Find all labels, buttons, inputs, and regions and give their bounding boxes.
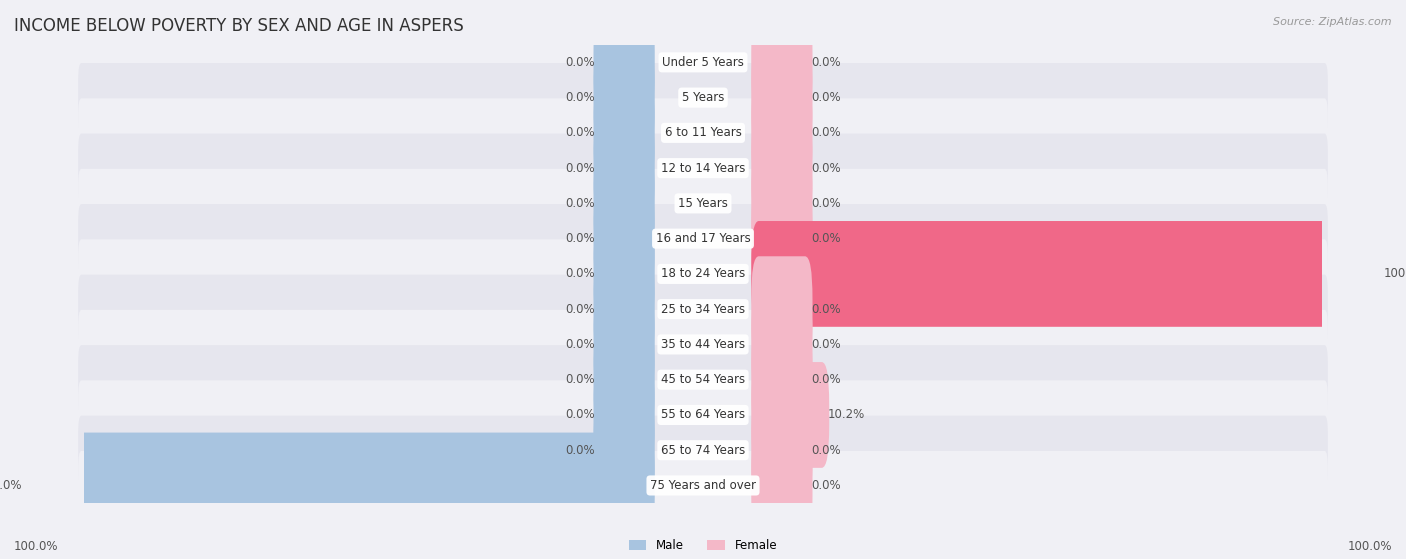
FancyBboxPatch shape: [751, 256, 813, 362]
Text: Source: ZipAtlas.com: Source: ZipAtlas.com: [1274, 17, 1392, 27]
FancyBboxPatch shape: [79, 345, 1327, 414]
Text: 0.0%: 0.0%: [811, 56, 841, 69]
Text: 16 and 17 Years: 16 and 17 Years: [655, 232, 751, 245]
Text: 0.0%: 0.0%: [565, 267, 595, 281]
Text: INCOME BELOW POVERTY BY SEX AND AGE IN ASPERS: INCOME BELOW POVERTY BY SEX AND AGE IN A…: [14, 17, 464, 35]
FancyBboxPatch shape: [593, 327, 655, 433]
FancyBboxPatch shape: [79, 98, 1327, 168]
FancyBboxPatch shape: [593, 292, 655, 397]
Text: 0.0%: 0.0%: [565, 126, 595, 139]
Text: 0.0%: 0.0%: [811, 338, 841, 351]
FancyBboxPatch shape: [79, 63, 1327, 132]
Text: 18 to 24 Years: 18 to 24 Years: [661, 267, 745, 281]
Text: 0.0%: 0.0%: [811, 91, 841, 104]
Text: 0.0%: 0.0%: [811, 162, 841, 174]
Text: 45 to 54 Years: 45 to 54 Years: [661, 373, 745, 386]
Text: 100.0%: 100.0%: [1347, 541, 1392, 553]
Text: 0.0%: 0.0%: [565, 409, 595, 421]
Text: 0.0%: 0.0%: [565, 91, 595, 104]
FancyBboxPatch shape: [79, 239, 1327, 309]
FancyBboxPatch shape: [593, 221, 655, 327]
Text: 100.0%: 100.0%: [14, 541, 59, 553]
FancyBboxPatch shape: [593, 186, 655, 292]
FancyBboxPatch shape: [79, 451, 1327, 520]
Text: 10.2%: 10.2%: [828, 409, 865, 421]
Text: 15 Years: 15 Years: [678, 197, 728, 210]
FancyBboxPatch shape: [751, 186, 813, 292]
Text: 0.0%: 0.0%: [811, 197, 841, 210]
Text: 0.0%: 0.0%: [565, 444, 595, 457]
Text: Under 5 Years: Under 5 Years: [662, 56, 744, 69]
FancyBboxPatch shape: [751, 362, 830, 468]
Text: 0.0%: 0.0%: [565, 338, 595, 351]
Text: 0.0%: 0.0%: [811, 302, 841, 316]
FancyBboxPatch shape: [79, 274, 1327, 344]
FancyBboxPatch shape: [79, 204, 1327, 273]
Text: 0.0%: 0.0%: [565, 232, 595, 245]
FancyBboxPatch shape: [751, 327, 813, 433]
Text: 100.0%: 100.0%: [0, 479, 22, 492]
FancyBboxPatch shape: [751, 221, 1385, 327]
Text: 75 Years and over: 75 Years and over: [650, 479, 756, 492]
Text: 0.0%: 0.0%: [811, 126, 841, 139]
FancyBboxPatch shape: [751, 433, 813, 538]
Text: 55 to 64 Years: 55 to 64 Years: [661, 409, 745, 421]
Text: 100.0%: 100.0%: [1384, 267, 1406, 281]
FancyBboxPatch shape: [79, 28, 1327, 97]
Legend: Male, Female: Male, Female: [624, 534, 782, 557]
Text: 35 to 44 Years: 35 to 44 Years: [661, 338, 745, 351]
FancyBboxPatch shape: [79, 169, 1327, 238]
FancyBboxPatch shape: [593, 10, 655, 115]
Text: 65 to 74 Years: 65 to 74 Years: [661, 444, 745, 457]
Text: 0.0%: 0.0%: [565, 302, 595, 316]
Text: 0.0%: 0.0%: [811, 479, 841, 492]
Text: 0.0%: 0.0%: [811, 444, 841, 457]
Text: 25 to 34 Years: 25 to 34 Years: [661, 302, 745, 316]
Text: 0.0%: 0.0%: [565, 197, 595, 210]
FancyBboxPatch shape: [751, 397, 813, 503]
FancyBboxPatch shape: [593, 256, 655, 362]
FancyBboxPatch shape: [593, 150, 655, 256]
Text: 0.0%: 0.0%: [565, 373, 595, 386]
Text: 0.0%: 0.0%: [565, 56, 595, 69]
Text: 0.0%: 0.0%: [811, 373, 841, 386]
Text: 12 to 14 Years: 12 to 14 Years: [661, 162, 745, 174]
FancyBboxPatch shape: [593, 362, 655, 468]
FancyBboxPatch shape: [751, 150, 813, 256]
FancyBboxPatch shape: [21, 433, 655, 538]
FancyBboxPatch shape: [79, 134, 1327, 203]
FancyBboxPatch shape: [79, 416, 1327, 485]
FancyBboxPatch shape: [751, 80, 813, 186]
Text: 6 to 11 Years: 6 to 11 Years: [665, 126, 741, 139]
FancyBboxPatch shape: [593, 45, 655, 150]
Text: 0.0%: 0.0%: [565, 162, 595, 174]
FancyBboxPatch shape: [751, 292, 813, 397]
FancyBboxPatch shape: [751, 115, 813, 221]
FancyBboxPatch shape: [751, 45, 813, 150]
FancyBboxPatch shape: [593, 80, 655, 186]
FancyBboxPatch shape: [593, 115, 655, 221]
Text: 0.0%: 0.0%: [811, 232, 841, 245]
FancyBboxPatch shape: [593, 397, 655, 503]
FancyBboxPatch shape: [79, 310, 1327, 379]
FancyBboxPatch shape: [751, 10, 813, 115]
Text: 5 Years: 5 Years: [682, 91, 724, 104]
FancyBboxPatch shape: [79, 380, 1327, 449]
